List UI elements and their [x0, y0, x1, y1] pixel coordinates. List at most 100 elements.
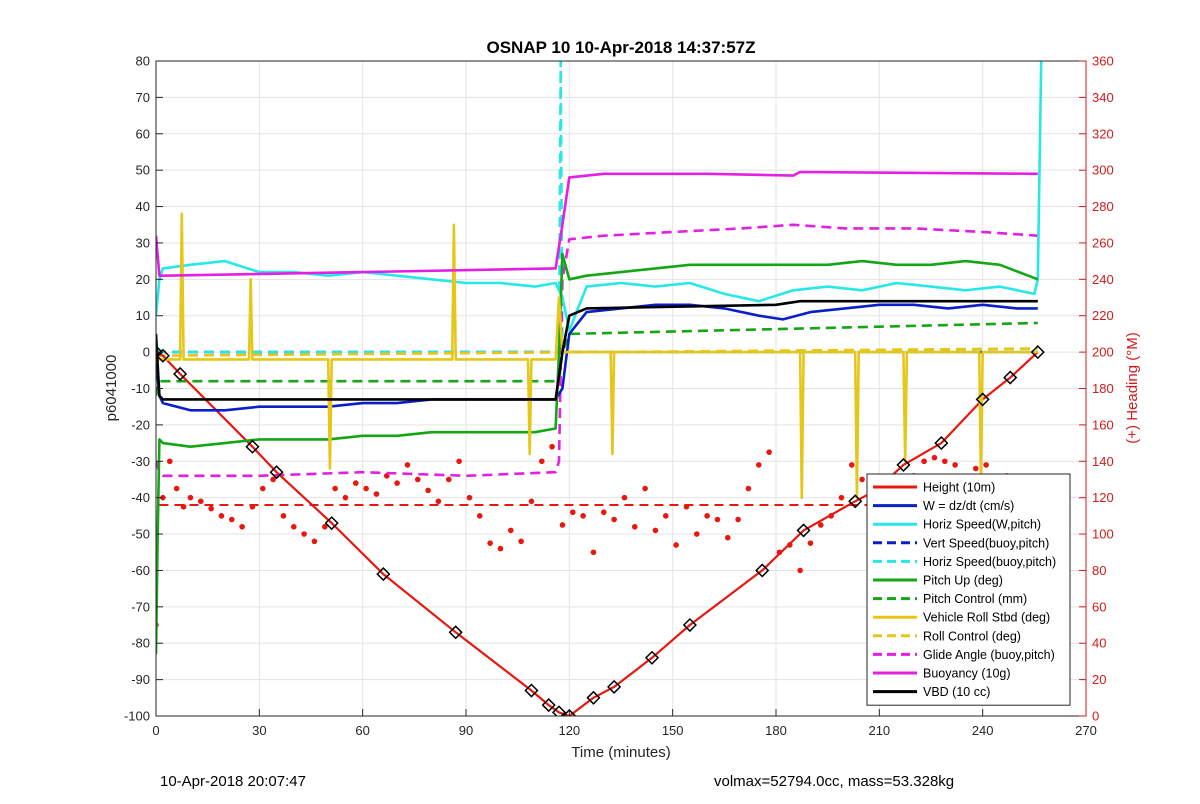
x-tick-label: 90: [459, 723, 473, 738]
height-marker: [173, 366, 188, 382]
heading-point: [600, 509, 607, 516]
heading-point: [383, 473, 390, 479]
heading-point: [404, 462, 411, 468]
y-tick-label: 60: [136, 126, 150, 141]
height-marker: [644, 650, 660, 665]
heading-point: [466, 494, 473, 501]
heading-point: [197, 498, 204, 505]
y-tick-label: -50: [131, 527, 150, 542]
y-tick-label: -30: [131, 454, 150, 469]
height-marker: [586, 690, 601, 705]
series-line-buoyancy-10g: [156, 170, 1038, 278]
y2-tick-label: 100: [1092, 527, 1114, 542]
heading-point: [983, 462, 989, 468]
height-marker: [755, 563, 770, 578]
y2-tick-label: 340: [1092, 90, 1114, 105]
heading-point: [259, 485, 266, 492]
legend-label: Pitch Control (mm): [923, 592, 1027, 606]
height-marker: [848, 494, 863, 509]
y-tick-label: -40: [131, 490, 150, 505]
axes: 0 30 60 90 120 150 180 210 240 270-100-90-80-70-6…: [124, 54, 1114, 739]
height-marker: [551, 705, 567, 716]
height-marker: [376, 567, 391, 582]
x-tick-label: 60: [355, 723, 369, 738]
legend-label: Glide Angle (buoy,pitch): [923, 648, 1055, 662]
heading-point: [952, 462, 958, 468]
y2-tick-label: 180: [1092, 381, 1114, 396]
heading-point: [528, 498, 535, 505]
heading-point: [652, 527, 659, 534]
heading-point: [941, 458, 948, 465]
footer-timestamp: 10-Apr-2018 20:07:47: [160, 773, 306, 790]
legend-label: Horiz Speed(W,pitch): [923, 518, 1041, 532]
heading-point: [352, 480, 359, 486]
height-marker: [324, 516, 339, 531]
heading-point: [166, 458, 173, 465]
legend-box: [866, 473, 1071, 706]
heading-point: [683, 503, 690, 510]
heading-point: [342, 494, 349, 501]
heading-point: [208, 505, 214, 512]
y2-tick-label: 360: [1092, 54, 1114, 69]
series-line-glide-angle-buoy-pitch: [156, 223, 1038, 478]
heading-point: [859, 476, 865, 483]
y2-tick-label: 200: [1092, 345, 1114, 360]
heading-point: [931, 454, 938, 461]
heading-point: [497, 545, 504, 552]
y2-tick-label: 280: [1092, 199, 1114, 214]
heading-point: [290, 523, 297, 530]
legend-label: W = dz/dt (cm/s): [923, 499, 1014, 513]
series-line-vehicle-roll-stbd-deg: [156, 212, 1038, 500]
heading-point: [425, 487, 431, 494]
y2-tick-label: 40: [1092, 636, 1106, 651]
heading-point: [363, 485, 369, 492]
height-marker: [448, 625, 463, 640]
heading-point: [766, 449, 772, 455]
y-tick-label: -100: [124, 709, 150, 724]
y-tick-label: 10: [136, 308, 150, 323]
height-marker: [975, 392, 990, 407]
x-axis-label: Time (minutes): [571, 744, 670, 761]
heading-point: [559, 522, 566, 528]
y2-tick-label: 240: [1092, 272, 1114, 287]
heading-point: [280, 513, 287, 519]
height-marker: [1003, 370, 1018, 385]
heading-point: [487, 540, 493, 546]
height-marker: [934, 436, 949, 451]
heading-point: [301, 531, 307, 537]
y2-tick-label: 160: [1092, 417, 1114, 432]
y2-tick-label: 300: [1092, 163, 1114, 178]
y2-tick-label: 20: [1092, 672, 1106, 687]
heading-point: [735, 516, 741, 523]
height-marker: [269, 465, 284, 480]
y-tick-label: 70: [136, 90, 150, 105]
heading-point: [507, 527, 514, 534]
y-tick-label: -90: [131, 672, 150, 687]
heading-point: [173, 485, 180, 492]
footer-volmax-mass: volmax=52794.0cc, mass=53.328kg: [714, 773, 955, 790]
heading-point: [642, 485, 648, 492]
y2-tick-label: 0: [1092, 709, 1099, 724]
y2-tick-label: 320: [1092, 126, 1114, 141]
heading-point: [724, 534, 731, 541]
y-axis-label: p6041000: [103, 355, 120, 422]
y2-tick-label: 260: [1092, 235, 1114, 250]
height-marker: [156, 345, 164, 360]
height-marker: [896, 457, 911, 472]
legend-label: Roll Control (deg): [923, 629, 1021, 643]
x-tick-label: 180: [765, 723, 787, 738]
heading-point: [394, 480, 400, 486]
y-tick-label: 0: [143, 345, 150, 360]
heading-point: [373, 491, 380, 497]
legend: Height (10m) W = dz/dt (cm/s) Horiz Speed(…: [866, 473, 1071, 706]
heading-point: [476, 513, 483, 519]
y-tick-label: 20: [136, 272, 150, 287]
y-tick-label: 80: [136, 54, 150, 69]
legend-label: Vehicle Roll Stbd (deg): [923, 611, 1050, 625]
height-marker: [1030, 345, 1045, 360]
heading-point: [445, 476, 452, 483]
legend-label: Buoyancy (10g): [923, 667, 1011, 681]
series-line-pitch-up-deg: [156, 252, 1039, 655]
heading-point: [745, 485, 752, 492]
